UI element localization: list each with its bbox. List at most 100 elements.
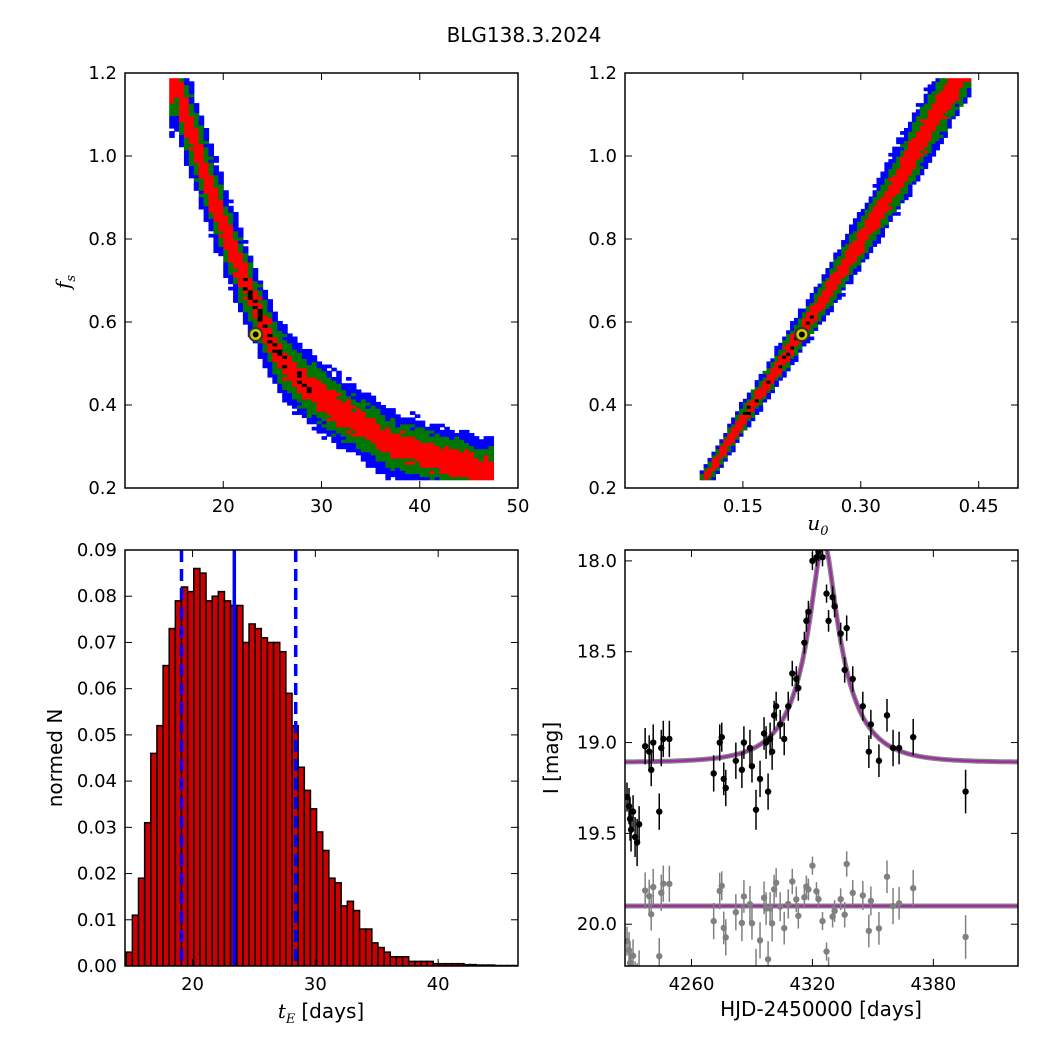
cell-1sigma bbox=[218, 202, 224, 207]
cell-1sigma bbox=[223, 227, 229, 232]
cell-3sigma bbox=[483, 442, 490, 447]
cell-2sigma bbox=[951, 112, 956, 117]
cell-1sigma bbox=[468, 464, 475, 468]
cell-3sigma bbox=[459, 433, 465, 437]
cell-1sigma bbox=[326, 417, 332, 422]
cell-2sigma bbox=[183, 84, 190, 89]
cell-3sigma bbox=[292, 336, 298, 341]
cell-2sigma bbox=[959, 103, 964, 107]
cell-3sigma bbox=[208, 146, 215, 151]
cell-1sigma bbox=[179, 87, 185, 92]
cell-1sigma bbox=[468, 467, 475, 471]
cell-3sigma bbox=[754, 383, 760, 387]
cell-3sigma bbox=[405, 473, 411, 478]
cell-1sigma bbox=[884, 196, 889, 201]
cell-2sigma bbox=[247, 308, 254, 313]
cell-3sigma bbox=[774, 380, 779, 384]
cell-2sigma bbox=[892, 202, 897, 207]
cell-2sigma bbox=[223, 252, 229, 257]
cell-3sigma bbox=[738, 433, 744, 437]
cell-2sigma bbox=[247, 264, 254, 269]
cell-3sigma bbox=[223, 190, 229, 194]
cell-2sigma bbox=[336, 383, 342, 387]
cell-1sigma bbox=[919, 118, 925, 123]
histogram-bar bbox=[334, 882, 342, 966]
cell-1sigma bbox=[346, 429, 352, 434]
cell-1sigma bbox=[463, 457, 470, 462]
cell-1sigma bbox=[365, 436, 372, 440]
cell-2sigma bbox=[911, 177, 917, 182]
cell-3sigma bbox=[742, 398, 748, 403]
cell-2sigma bbox=[193, 168, 200, 173]
cell-3sigma bbox=[915, 103, 921, 107]
cell-2sigma bbox=[911, 121, 917, 126]
x-tick-label: 40 bbox=[408, 496, 431, 517]
cell-1sigma bbox=[262, 317, 269, 322]
cell-1sigma bbox=[375, 426, 382, 431]
cell-2sigma bbox=[311, 370, 318, 375]
y-tick-label: 0.06 bbox=[77, 679, 117, 700]
cell-3sigma bbox=[849, 224, 854, 229]
cell-1sigma bbox=[947, 84, 952, 89]
cell-3sigma bbox=[301, 348, 308, 353]
cell-2sigma bbox=[793, 324, 799, 328]
cell-1sigma bbox=[203, 162, 210, 166]
cell-3sigma bbox=[188, 99, 195, 104]
cell-1sigma bbox=[805, 314, 811, 319]
cell-3sigma bbox=[849, 230, 854, 235]
cell-2sigma bbox=[727, 429, 732, 434]
cell-2sigma bbox=[707, 476, 713, 481]
cell-2sigma bbox=[326, 420, 332, 425]
cell-3sigma bbox=[228, 286, 234, 291]
cell-3sigma bbox=[188, 87, 195, 92]
cell-2sigma bbox=[296, 361, 303, 366]
residual-point bbox=[849, 889, 856, 897]
cell-1sigma bbox=[813, 314, 819, 319]
cell-3sigma bbox=[931, 81, 937, 86]
cell-3sigma bbox=[350, 442, 357, 447]
cell-1sigma bbox=[829, 274, 834, 278]
cell-1sigma bbox=[331, 398, 337, 403]
cell-2sigma bbox=[758, 401, 764, 406]
cell-1sigma bbox=[790, 336, 795, 341]
cell-3sigma bbox=[292, 405, 298, 409]
cell-2sigma bbox=[193, 124, 200, 129]
cell-3sigma bbox=[782, 373, 787, 378]
cell-best bbox=[257, 317, 264, 322]
cell-1sigma bbox=[833, 274, 838, 278]
cell-1sigma bbox=[331, 417, 337, 422]
cell-3sigma bbox=[375, 461, 382, 465]
cell-1sigma bbox=[904, 171, 909, 176]
cell-3sigma bbox=[233, 286, 239, 291]
cell-1sigma bbox=[316, 389, 323, 394]
cell-2sigma bbox=[488, 445, 495, 450]
cell-2sigma bbox=[228, 261, 234, 266]
cell-2sigma bbox=[350, 398, 357, 403]
y-tick-label: 1.2 bbox=[588, 63, 617, 84]
cell-3sigma bbox=[306, 352, 313, 356]
cell-3sigma bbox=[880, 171, 885, 176]
cell-2sigma bbox=[896, 199, 901, 204]
cell-3sigma bbox=[385, 467, 391, 471]
cell-3sigma bbox=[868, 196, 874, 201]
cell-1sigma bbox=[951, 90, 956, 95]
data-point bbox=[875, 757, 883, 764]
cell-1sigma bbox=[947, 78, 952, 82]
cell-2sigma bbox=[306, 401, 313, 406]
cell-3sigma bbox=[223, 264, 229, 269]
cell-2sigma bbox=[896, 193, 901, 198]
cell-2sigma bbox=[242, 305, 249, 310]
cell-2sigma bbox=[424, 473, 431, 478]
cell-1sigma bbox=[888, 184, 893, 188]
cell-2sigma bbox=[242, 255, 249, 260]
cell-1sigma bbox=[419, 442, 426, 447]
cell-3sigma bbox=[892, 152, 897, 157]
cell-3sigma bbox=[723, 433, 728, 437]
cell-1sigma bbox=[939, 96, 944, 101]
cell-3sigma bbox=[468, 436, 475, 440]
cell-2sigma bbox=[198, 177, 205, 182]
cell-3sigma bbox=[321, 436, 328, 440]
cell-3sigma bbox=[419, 423, 426, 428]
cell-1sigma bbox=[439, 461, 445, 465]
cell-1sigma bbox=[786, 342, 791, 347]
